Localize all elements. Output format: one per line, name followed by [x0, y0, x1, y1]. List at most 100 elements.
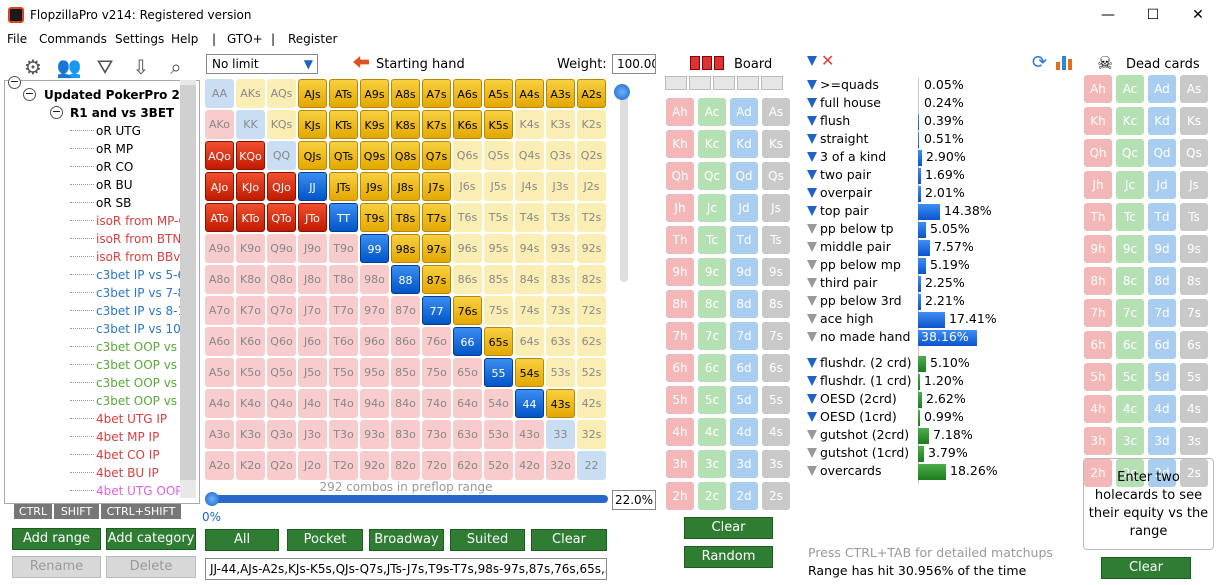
filter-icon[interactable] — [807, 448, 817, 458]
hand-cell-AKo[interactable]: AKo — [205, 110, 234, 139]
hand-cell-AA[interactable]: AA — [205, 79, 234, 108]
board-card-7c[interactable]: 7c — [698, 322, 726, 350]
hand-cell-J9s[interactable]: J9s — [360, 172, 389, 201]
menu-gto[interactable]: GTO+ — [227, 32, 263, 46]
board-card-8c[interactable]: 8c — [698, 290, 726, 318]
hand-cell-K9o[interactable]: K9o — [236, 234, 265, 263]
hand-cell-95o[interactable]: 95o — [360, 358, 389, 387]
tree-item[interactable]: 4bet MP IP — [96, 430, 160, 444]
hand-cell-96s[interactable]: 96s — [453, 234, 482, 263]
hand-cell-Q9s[interactable]: Q9s — [360, 141, 389, 170]
dead-card-8c[interactable]: 8c — [1116, 267, 1144, 295]
hand-cell-99[interactable]: 99 — [360, 234, 389, 263]
hand-cell-83o[interactable]: 83o — [391, 420, 420, 449]
hand-cell-98s[interactable]: 98s — [391, 234, 420, 263]
filter-blue-icon[interactable] — [807, 54, 817, 68]
dead-card-2d[interactable]: 2d — [1148, 459, 1176, 487]
rename-button[interactable]: Rename — [12, 556, 101, 578]
hand-cell-KJs[interactable]: KJs — [298, 110, 327, 139]
stat-row[interactable]: gutshot (1crd) — [807, 445, 909, 463]
settings-gear-icon[interactable]: ⚙ — [24, 55, 42, 79]
hand-cell-A5o[interactable]: A5o — [205, 358, 234, 387]
board-card-Kc[interactable]: Kc — [698, 130, 726, 158]
board-card-9s[interactable]: 9s — [762, 258, 790, 286]
hand-cell-A7s[interactable]: A7s — [422, 79, 451, 108]
board-card-Qc[interactable]: Qc — [698, 162, 726, 190]
hand-cell-43o[interactable]: 43o — [515, 420, 544, 449]
hand-cell-87s[interactable]: 87s — [422, 265, 451, 294]
filter-icon[interactable] — [807, 134, 817, 144]
hand-cell-65s[interactable]: 65s — [484, 327, 513, 356]
tree-item[interactable]: oR BU — [96, 178, 133, 192]
dead-card-7h[interactable]: 7h — [1084, 299, 1112, 327]
board-card-Kd[interactable]: Kd — [730, 130, 758, 158]
board-card-3h[interactable]: 3h — [666, 450, 694, 478]
dead-card-3c[interactable]: 3c — [1116, 427, 1144, 455]
dead-card-4d[interactable]: 4d — [1148, 395, 1176, 423]
tree-item[interactable]: c3bet OOP vs 5-6 — [96, 340, 180, 354]
dead-card-6d[interactable]: 6d — [1148, 331, 1176, 359]
dead-card-8s[interactable]: 8s — [1180, 267, 1208, 295]
select-pocket-button[interactable]: Pocket — [287, 529, 363, 551]
board-slot[interactable] — [761, 76, 783, 90]
tree-item[interactable]: c3bet IP vs 5-6% — [96, 268, 180, 282]
hand-cell-J7s[interactable]: J7s — [422, 172, 451, 201]
dead-card-9s[interactable]: 9s — [1180, 235, 1208, 263]
board-card-4d[interactable]: 4d — [730, 418, 758, 446]
stat-row[interactable]: >=quads — [807, 77, 879, 95]
dead-card-7d[interactable]: 7d — [1148, 299, 1176, 327]
filter-icon[interactable] — [807, 188, 817, 198]
filter-icon[interactable] — [807, 358, 817, 368]
add-category-button[interactable]: Add category — [106, 528, 196, 550]
hand-cell-33[interactable]: 33 — [546, 420, 575, 449]
board-card-Js[interactable]: Js — [762, 194, 790, 222]
filter-icon[interactable] — [807, 314, 817, 324]
board-card-2h[interactable]: 2h — [666, 482, 694, 510]
hand-cell-A9o[interactable]: A9o — [205, 234, 234, 263]
tree-item[interactable]: c3bet OOP vs 7-8 — [96, 358, 180, 372]
tree-item[interactable]: 4bet CO IP — [96, 448, 160, 462]
hand-cell-JTs[interactable]: JTs — [329, 172, 358, 201]
select-all-button[interactable]: All — [205, 529, 279, 551]
hand-cell-62s[interactable]: 62s — [577, 327, 606, 356]
hand-cell-J7o[interactable]: J7o — [298, 296, 327, 325]
filter-icon[interactable]: ⛛ — [96, 55, 114, 79]
filter-icon[interactable] — [807, 242, 817, 252]
board-card-6h[interactable]: 6h — [666, 354, 694, 382]
board-card-4s[interactable]: 4s — [762, 418, 790, 446]
hand-cell-85s[interactable]: 85s — [484, 265, 513, 294]
stat-row[interactable]: gutshot (2crd) — [807, 427, 909, 445]
hand-cell-86o[interactable]: 86o — [391, 327, 420, 356]
weight-input[interactable]: 100.00 — [612, 54, 656, 74]
menu-register[interactable]: Register — [288, 32, 338, 46]
hand-cell-42o[interactable]: 42o — [515, 451, 544, 480]
hand-cell-A3o[interactable]: A3o — [205, 420, 234, 449]
hand-cell-A2o[interactable]: A2o — [205, 451, 234, 480]
dead-card-5d[interactable]: 5d — [1148, 363, 1176, 391]
board-card-2c[interactable]: 2c — [698, 482, 726, 510]
stat-row[interactable]: overpair — [807, 185, 872, 203]
dead-card-Kh[interactable]: Kh — [1084, 107, 1112, 135]
hand-cell-Q9o[interactable]: Q9o — [267, 234, 296, 263]
filter-icon[interactable] — [807, 466, 817, 476]
hand-cell-93s[interactable]: 93s — [546, 234, 575, 263]
menu-settings[interactable]: Settings — [115, 32, 165, 46]
hand-cell-KQo[interactable]: KQo — [236, 141, 265, 170]
hand-cell-84o[interactable]: 84o — [391, 389, 420, 418]
board-card-5d[interactable]: 5d — [730, 386, 758, 414]
hand-cell-J9o[interactable]: J9o — [298, 234, 327, 263]
tree-item[interactable]: 4bet UTG OOP — [96, 484, 180, 498]
board-card-9d[interactable]: 9d — [730, 258, 758, 286]
hand-cell-52o[interactable]: 52o — [484, 451, 513, 480]
board-card-Th[interactable]: Th — [666, 226, 694, 254]
range-percent-value[interactable]: 22.0% — [612, 490, 656, 510]
hand-cell-T2o[interactable]: T2o — [329, 451, 358, 480]
board-card-Qh[interactable]: Qh — [666, 162, 694, 190]
filter-icon[interactable] — [807, 412, 817, 422]
dead-card-Jc[interactable]: Jc — [1116, 171, 1144, 199]
dead-card-Ah[interactable]: Ah — [1084, 75, 1112, 103]
stat-row[interactable]: pp below tp — [807, 221, 894, 239]
board-card-2s[interactable]: 2s — [762, 482, 790, 510]
hand-cell-65o[interactable]: 65o — [453, 358, 482, 387]
board-card-Ts[interactable]: Ts — [762, 226, 790, 254]
